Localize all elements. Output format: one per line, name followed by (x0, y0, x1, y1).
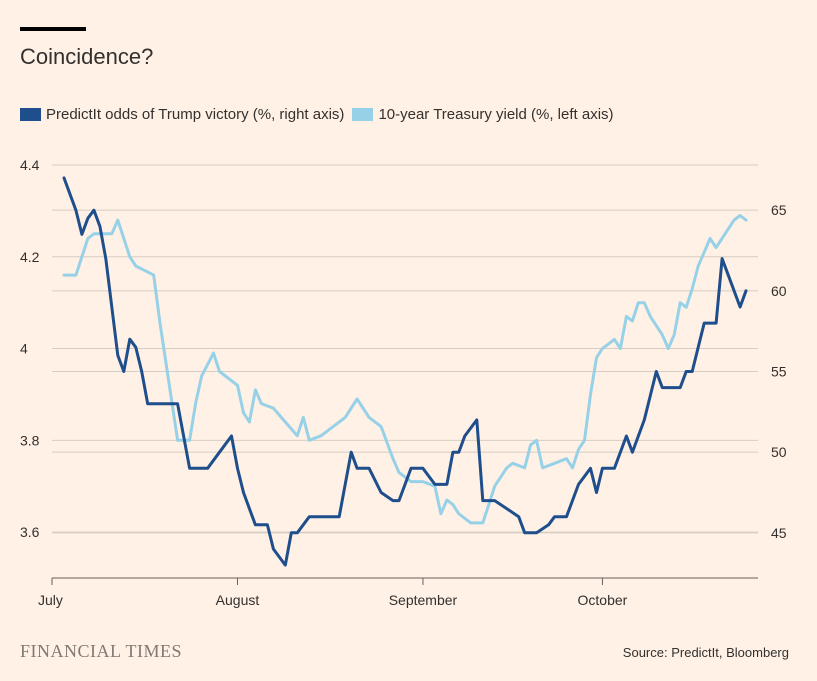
right-tick-label: 45 (771, 525, 787, 541)
right-tick-label: 50 (771, 444, 787, 460)
left-tick-label: 4.2 (20, 249, 40, 265)
legend-item-treasury: 10-year Treasury yield (%, left axis) (352, 106, 614, 123)
chart-legend: PredictIt odds of Trump victory (%, righ… (20, 106, 622, 123)
series-line-predictit (62, 176, 748, 567)
legend-label-treasury: 10-year Treasury yield (%, left axis) (378, 106, 614, 123)
legend-item-predictit: PredictIt odds of Trump victory (%, righ… (20, 106, 344, 123)
x-tick-label: October (578, 592, 628, 608)
left-tick-label: 4.4 (20, 157, 40, 173)
left-tick-label: 3.6 (20, 524, 40, 540)
x-tick-label: August (216, 592, 260, 608)
left-tick-label: 4 (20, 341, 28, 357)
left-tick-label: 3.8 (20, 432, 40, 448)
right-tick-label: 65 (771, 202, 787, 218)
right-tick-label: 60 (771, 283, 787, 299)
x-tick-label: July (38, 592, 63, 608)
header-rule (20, 27, 86, 31)
series-line-treasury (62, 214, 748, 525)
chart-title: Coincidence? (20, 44, 154, 69)
x-tick-label: September (389, 592, 458, 608)
ft-logo: FINANCIAL TIMES (20, 641, 183, 661)
chart-source: Source: PredictIt, Bloomberg (622, 645, 789, 660)
legend-label-predictit: PredictIt odds of Trump victory (%, righ… (46, 106, 345, 123)
legend-swatch-predictit (20, 108, 41, 121)
legend-swatch-treasury (352, 108, 374, 121)
right-tick-label: 55 (771, 364, 787, 380)
